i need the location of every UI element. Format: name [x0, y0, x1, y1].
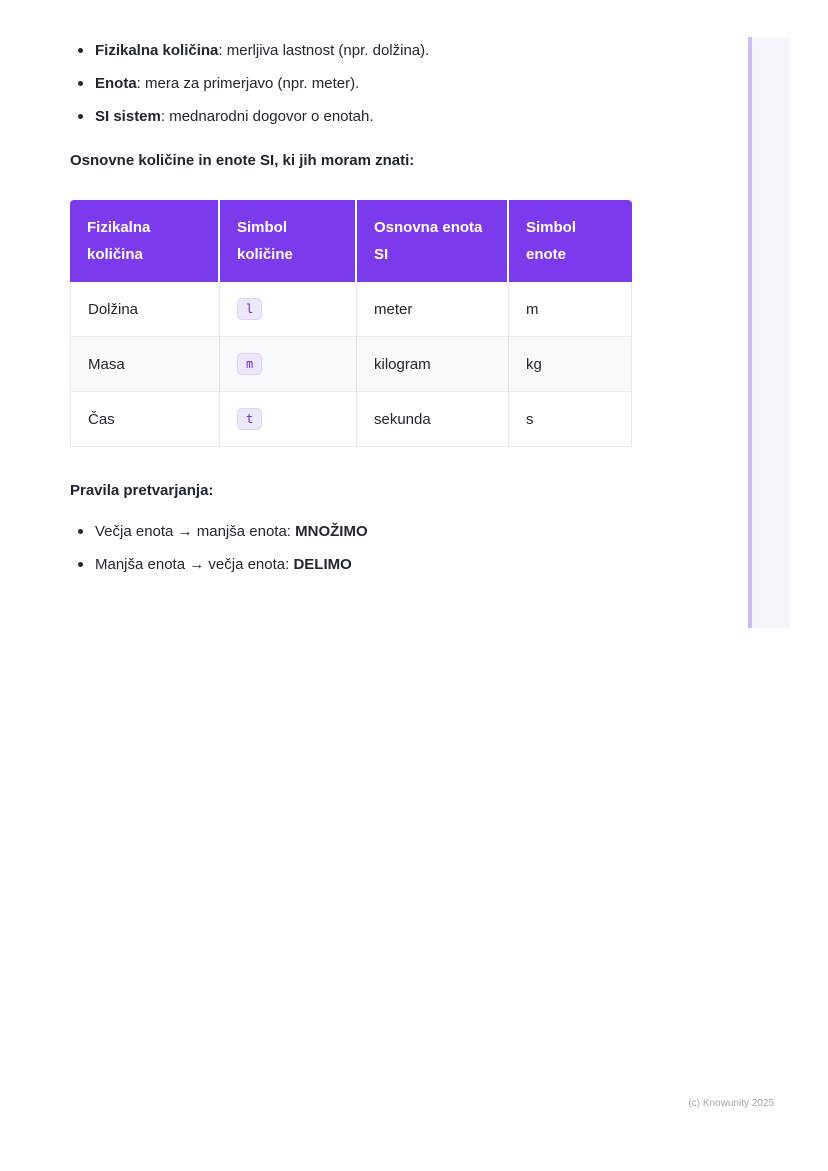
- definition-text: : mera za primerjavo (npr. meter).: [136, 75, 360, 92]
- definition-term: Fizikalna količina: [95, 42, 219, 59]
- next-page-preview: [752, 37, 790, 628]
- column-header-unit-symbol: Simbol enote: [509, 200, 632, 282]
- list-item: Fizikalna količina: merljiva lastnost (n…: [70, 40, 633, 61]
- definitions-list: Fizikalna količina: merljiva lastnost (n…: [70, 40, 633, 127]
- column-header-quantity: Fizikalna količina: [70, 200, 220, 282]
- cell-symbol: t: [220, 392, 357, 447]
- cell-unit: kilogram: [357, 337, 509, 392]
- document-content: Fizikalna količina: merljiva lastnost (n…: [70, 0, 633, 587]
- table-row: Čas t sekunda s: [70, 392, 632, 447]
- symbol-chip: l: [237, 298, 263, 320]
- cell-unit: meter: [357, 282, 509, 337]
- rule-emphasis: DELIMO: [293, 556, 352, 573]
- table-row: Dolžina l meter m: [70, 282, 632, 337]
- definition-term: SI sistem: [95, 108, 161, 125]
- table-header-row: Fizikalna količina Simbol količine Osnov…: [70, 200, 632, 282]
- units-section-heading: Osnovne količine in enote SI, ki jih mor…: [70, 152, 415, 169]
- rules-section-heading: Pravila pretvarjanja:: [70, 482, 214, 499]
- copyright-notice: (c) Knowunity 2025: [688, 1098, 774, 1109]
- cell-symbol: m: [220, 337, 357, 392]
- cell-unit-symbol: kg: [509, 337, 632, 392]
- rule-text: Večja enota → manjša enota:: [95, 523, 296, 540]
- definition-term: Enota: [95, 75, 137, 92]
- definition-text: : mednarodni dogovor o enotah.: [160, 108, 374, 125]
- si-units-table: Fizikalna količina Simbol količine Osnov…: [70, 200, 632, 447]
- table-row: Masa m kilogram kg: [70, 337, 632, 392]
- cell-unit-symbol: m: [509, 282, 632, 337]
- symbol-chip: t: [237, 408, 263, 430]
- conversion-rules-list: Večja enota → manjša enota: MNOŽIMO Manj…: [70, 521, 633, 575]
- cell-symbol: l: [220, 282, 357, 337]
- list-item: Enota: mera za primerjavo (npr. meter).: [70, 73, 633, 94]
- definition-text: : merljiva lastnost (npr. dolžina).: [218, 42, 430, 59]
- list-item: Večja enota → manjša enota: MNOŽIMO: [70, 521, 633, 542]
- page-edge-accent-line: [748, 37, 752, 628]
- column-header-unit: Osnovna enota SI: [357, 200, 509, 282]
- rule-emphasis: MNOŽIMO: [295, 523, 368, 540]
- column-header-symbol: Simbol količine: [220, 200, 357, 282]
- rule-text: Manjša enota → večja enota:: [95, 556, 294, 573]
- cell-quantity: Čas: [70, 392, 220, 447]
- cell-unit-symbol: s: [509, 392, 632, 447]
- cell-unit: sekunda: [357, 392, 509, 447]
- list-item: Manjša enota → večja enota: DELIMO: [70, 554, 633, 575]
- cell-quantity: Masa: [70, 337, 220, 392]
- symbol-chip: m: [237, 353, 263, 375]
- cell-quantity: Dolžina: [70, 282, 220, 337]
- list-item: SI sistem: mednarodni dogovor o enotah.: [70, 106, 633, 127]
